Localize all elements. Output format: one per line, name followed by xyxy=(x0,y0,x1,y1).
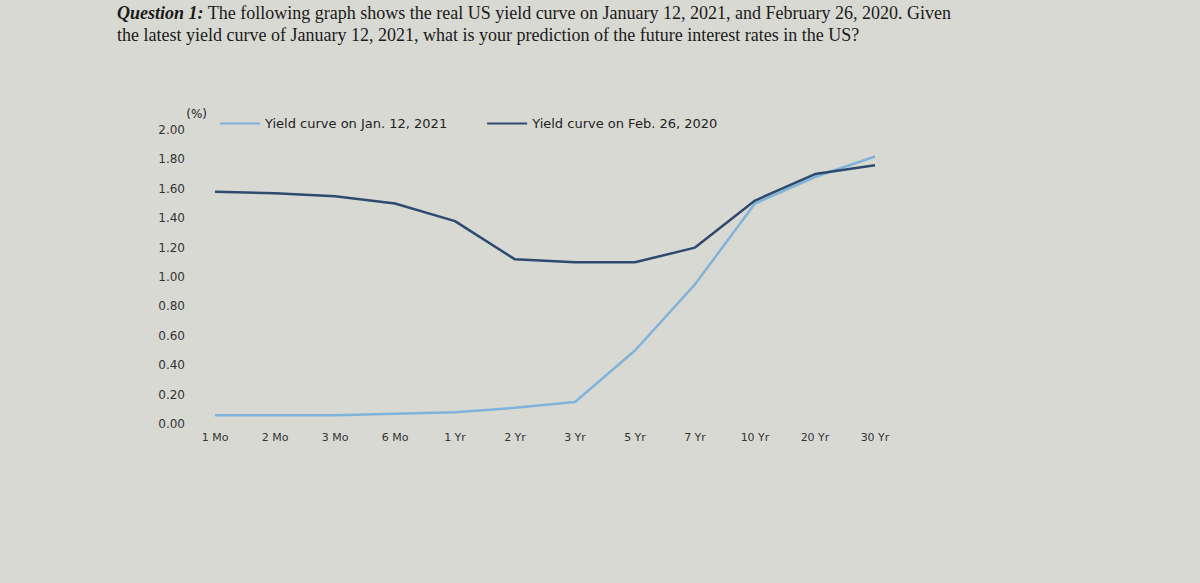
svg-text:1.20: 1.20 xyxy=(158,241,185,255)
svg-text:20 Yr: 20 Yr xyxy=(801,431,830,444)
svg-text:Yield curve on Feb. 26, 2020: Yield curve on Feb. 26, 2020 xyxy=(531,116,717,131)
svg-text:6 Mo: 6 Mo xyxy=(382,431,409,444)
svg-text:Yield curve on Jan. 12, 2021: Yield curve on Jan. 12, 2021 xyxy=(264,116,447,131)
svg-text:2 Yr: 2 Yr xyxy=(504,431,526,444)
svg-text:0.80: 0.80 xyxy=(158,299,185,313)
svg-text:2 Mo: 2 Mo xyxy=(262,431,289,444)
svg-text:2.00: 2.00 xyxy=(158,123,185,137)
svg-text:1.00: 1.00 xyxy=(158,270,185,284)
svg-text:5 Yr: 5 Yr xyxy=(624,431,646,444)
svg-text:1.60: 1.60 xyxy=(158,182,185,196)
svg-text:0.60: 0.60 xyxy=(158,329,185,343)
svg-text:10 Yr: 10 Yr xyxy=(741,431,770,444)
svg-text:30 Yr: 30 Yr xyxy=(861,431,890,444)
svg-text:1 Mo: 1 Mo xyxy=(202,431,229,444)
html-text:Question 1: The following grap: Question 1: The following graph shows th… xyxy=(117,3,951,45)
svg-text:1.40: 1.40 xyxy=(158,211,185,225)
svg-text:0.00: 0.00 xyxy=(158,417,185,431)
svg-text:3 Mo: 3 Mo xyxy=(322,431,349,444)
svg-text:7 Yr: 7 Yr xyxy=(684,431,706,444)
svg-text:0.20: 0.20 xyxy=(158,388,185,402)
svg-text:1.80: 1.80 xyxy=(158,152,185,166)
svg-text:3 Yr: 3 Yr xyxy=(564,431,586,444)
svg-text:0.40: 0.40 xyxy=(158,358,185,372)
svg-text:1 Yr: 1 Yr xyxy=(444,431,466,444)
svg-text:(%): (%) xyxy=(186,107,207,121)
